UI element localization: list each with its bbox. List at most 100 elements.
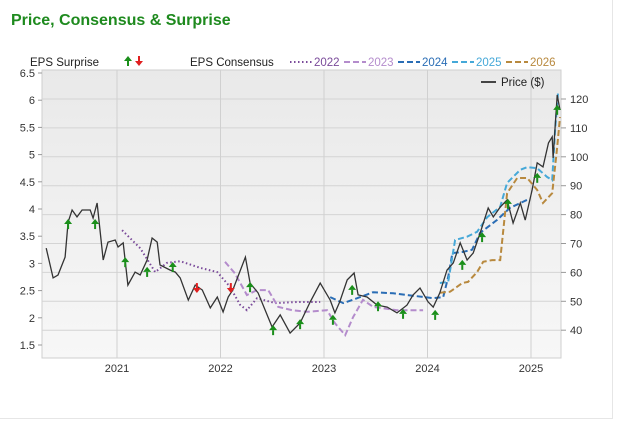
arrow-head [168,262,177,268]
surprise-up-arrow-icon [64,219,73,230]
surprise-up-arrow-icon [458,259,467,270]
arrow-stem [556,109,559,115]
legend-label-2024: 2024 [422,57,448,69]
right-tick-label: 70 [570,239,582,251]
arrow-stem [195,283,198,289]
arrow-stem [481,237,484,243]
arrow-stem [351,289,354,295]
legend-label-2023: 2023 [368,57,394,69]
arrow-head [192,288,201,294]
surprise-up-arrow-icon [269,325,278,336]
arrow-stem [331,319,334,325]
legend-up-arrow-icon [124,56,132,66]
arrow-stem [299,324,302,330]
arrow-stem [377,306,380,312]
arrow-stem [138,56,140,61]
arrow-stem [402,313,405,319]
surprise-up-arrow-icon [503,198,512,209]
left-tick-label: 2 [29,313,35,325]
arrow-head [503,198,512,204]
arrow-head [478,232,487,238]
surprise-up-arrow-icon [91,219,100,230]
arrow-stem [461,264,464,270]
consensus-line-2026 [439,117,561,294]
chart-frame [0,0,613,419]
surprise-up-arrow-icon [328,314,337,325]
arrow-head [135,61,143,66]
surprise-up-arrow-icon [121,257,130,268]
arrow-stem [506,203,509,209]
legend-label-2025: 2025 [476,57,502,69]
surprise-up-arrow-icon [143,266,152,277]
arrow-stem [434,314,437,320]
left-tick-label: 2.5 [20,286,35,298]
surprise-up-arrow-icon [374,301,383,312]
right-tick-label: 60 [570,267,582,279]
arrow-head [64,219,73,225]
surprise-up-arrow-icon [246,282,255,293]
arrow-head [143,266,152,272]
arrow-stem [536,177,539,183]
x-tick-label: 2025 [519,363,543,375]
legend-label-2026: 2026 [530,57,556,69]
up-arrow-shape [124,56,132,66]
legend-label-2022: 2022 [314,57,340,69]
arrow-stem [67,224,70,230]
arrow-head [91,219,100,225]
left-tick-label: 1.5 [20,340,35,352]
arrow-stem [127,61,129,66]
legend-down-arrow-icon [135,56,143,66]
surprise-up-arrow-icon [348,284,357,295]
surprise-down-arrow-icon [226,283,235,294]
arrow-stem [171,267,174,273]
legend-surprise-label: EPS Surprise [30,57,99,69]
left-tick-label: 4.5 [20,177,35,189]
arrow-head [458,259,467,265]
right-tick-label: 80 [570,210,582,222]
arrow-head [374,301,383,307]
x-tick-label: 2022 [208,363,232,375]
right-tick-label: 40 [570,325,582,337]
arrow-head [399,308,408,314]
arrow-head [124,56,132,61]
left-tick-label: 3 [29,258,35,270]
right-tick-label: 120 [570,94,588,106]
price-line [45,94,561,335]
surprise-up-arrow-icon [168,262,177,273]
consensus-line-2025 [439,93,559,284]
left-tick-label: 4 [29,204,35,216]
legend-consensus-label: EPS Consensus [190,57,274,69]
surprise-up-arrow-icon [431,309,440,320]
surprise-down-arrow-icon [192,283,201,294]
legend-price-label: Price ($) [501,77,545,89]
consensus-line-2024 [329,198,528,305]
surprise-up-arrow-icon [296,319,305,330]
arrow-stem [249,287,252,293]
arrow-stem [272,330,275,336]
x-tick-label: 2023 [312,363,336,375]
arrow-head [296,319,305,325]
arrow-stem [94,224,97,230]
down-arrow-shape [135,56,143,66]
surprise-up-arrow-icon [553,104,562,115]
left-tick-label: 6.5 [20,68,35,80]
arrow-head [533,172,542,178]
x-tick-label: 2021 [105,363,129,375]
left-tick-label: 3.5 [20,231,35,243]
plot-area [41,69,562,359]
consensus-line-2022 [121,229,321,312]
arrow-head [246,282,255,288]
surprise-up-arrow-icon [399,308,408,319]
arrow-head [269,325,278,331]
surprise-up-arrow-icon [478,232,487,243]
arrow-head [328,314,337,320]
left-tick-label: 6 [29,95,35,107]
arrow-stem [229,283,232,289]
arrow-head [348,284,357,290]
surprise-up-arrow-icon [533,172,542,183]
right-tick-label: 50 [570,296,582,308]
arrow-stem [124,262,127,268]
consensus-line-2023 [224,261,424,338]
arrow-head [553,104,562,110]
